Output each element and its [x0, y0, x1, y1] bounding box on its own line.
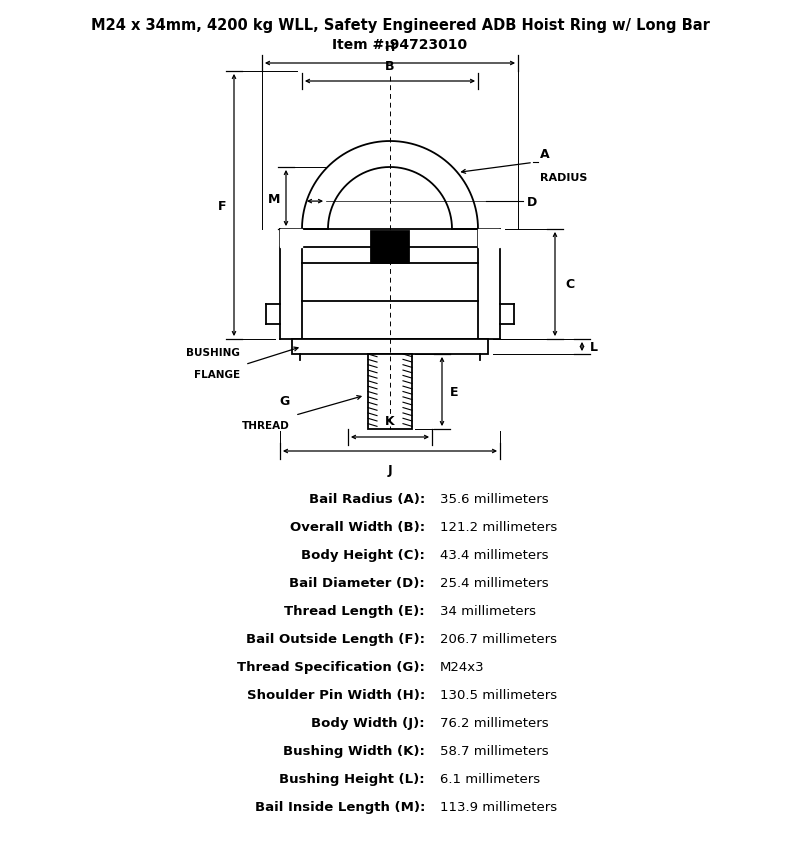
Text: Bail Diameter (D):: Bail Diameter (D):	[290, 577, 425, 590]
Text: 6.1 millimeters: 6.1 millimeters	[440, 772, 540, 785]
Text: C: C	[565, 278, 574, 291]
Text: Overall Width (B):: Overall Width (B):	[290, 521, 425, 534]
Text: BUSHING: BUSHING	[186, 347, 240, 357]
Text: D: D	[527, 195, 538, 208]
Text: A: A	[540, 148, 550, 161]
Text: 130.5 millimeters: 130.5 millimeters	[440, 689, 557, 702]
Text: Bushing Height (L):: Bushing Height (L):	[279, 772, 425, 785]
Text: Thread Length (E):: Thread Length (E):	[284, 604, 425, 618]
Text: L: L	[590, 341, 598, 354]
Text: 58.7 millimeters: 58.7 millimeters	[440, 745, 549, 758]
Text: 25.4 millimeters: 25.4 millimeters	[440, 577, 549, 590]
Text: FLANGE: FLANGE	[194, 370, 240, 380]
Text: Bail Outside Length (F):: Bail Outside Length (F):	[246, 633, 425, 646]
Text: 35.6 millimeters: 35.6 millimeters	[440, 493, 549, 506]
Text: K: K	[385, 414, 395, 428]
Text: THREAD: THREAD	[242, 421, 290, 430]
Text: Thread Specification (G):: Thread Specification (G):	[237, 660, 425, 673]
Text: Bail Radius (A):: Bail Radius (A):	[309, 493, 425, 506]
Text: Item #:94723010: Item #:94723010	[333, 38, 467, 52]
Text: J: J	[388, 463, 392, 476]
Text: 206.7 millimeters: 206.7 millimeters	[440, 633, 557, 646]
Text: 113.9 millimeters: 113.9 millimeters	[440, 801, 557, 814]
Text: 121.2 millimeters: 121.2 millimeters	[440, 521, 558, 534]
Bar	[292, 339, 488, 355]
Bar	[368, 355, 412, 430]
Text: Bail Inside Length (M):: Bail Inside Length (M):	[254, 801, 425, 814]
Bar	[371, 232, 409, 263]
Text: F: F	[218, 199, 226, 213]
Text: Body Width (J):: Body Width (J):	[311, 716, 425, 729]
Text: H: H	[385, 41, 395, 54]
Polygon shape	[478, 230, 500, 248]
Text: RADIUS: RADIUS	[540, 173, 587, 183]
Text: M: M	[268, 192, 280, 205]
Text: 76.2 millimeters: 76.2 millimeters	[440, 716, 549, 729]
Text: Bushing Width (K):: Bushing Width (K):	[283, 745, 425, 758]
Text: Body Height (C):: Body Height (C):	[301, 548, 425, 562]
Text: M24x3: M24x3	[440, 660, 485, 673]
Text: 43.4 millimeters: 43.4 millimeters	[440, 548, 549, 562]
Text: E: E	[450, 386, 458, 399]
Text: Shoulder Pin Width (H):: Shoulder Pin Width (H):	[246, 689, 425, 702]
Text: G: G	[280, 395, 290, 408]
Text: B: B	[386, 60, 394, 73]
Polygon shape	[280, 230, 302, 248]
Text: 34 millimeters: 34 millimeters	[440, 604, 536, 618]
Text: M24 x 34mm, 4200 kg WLL, Safety Engineered ADB Hoist Ring w/ Long Bar: M24 x 34mm, 4200 kg WLL, Safety Engineer…	[90, 18, 710, 33]
